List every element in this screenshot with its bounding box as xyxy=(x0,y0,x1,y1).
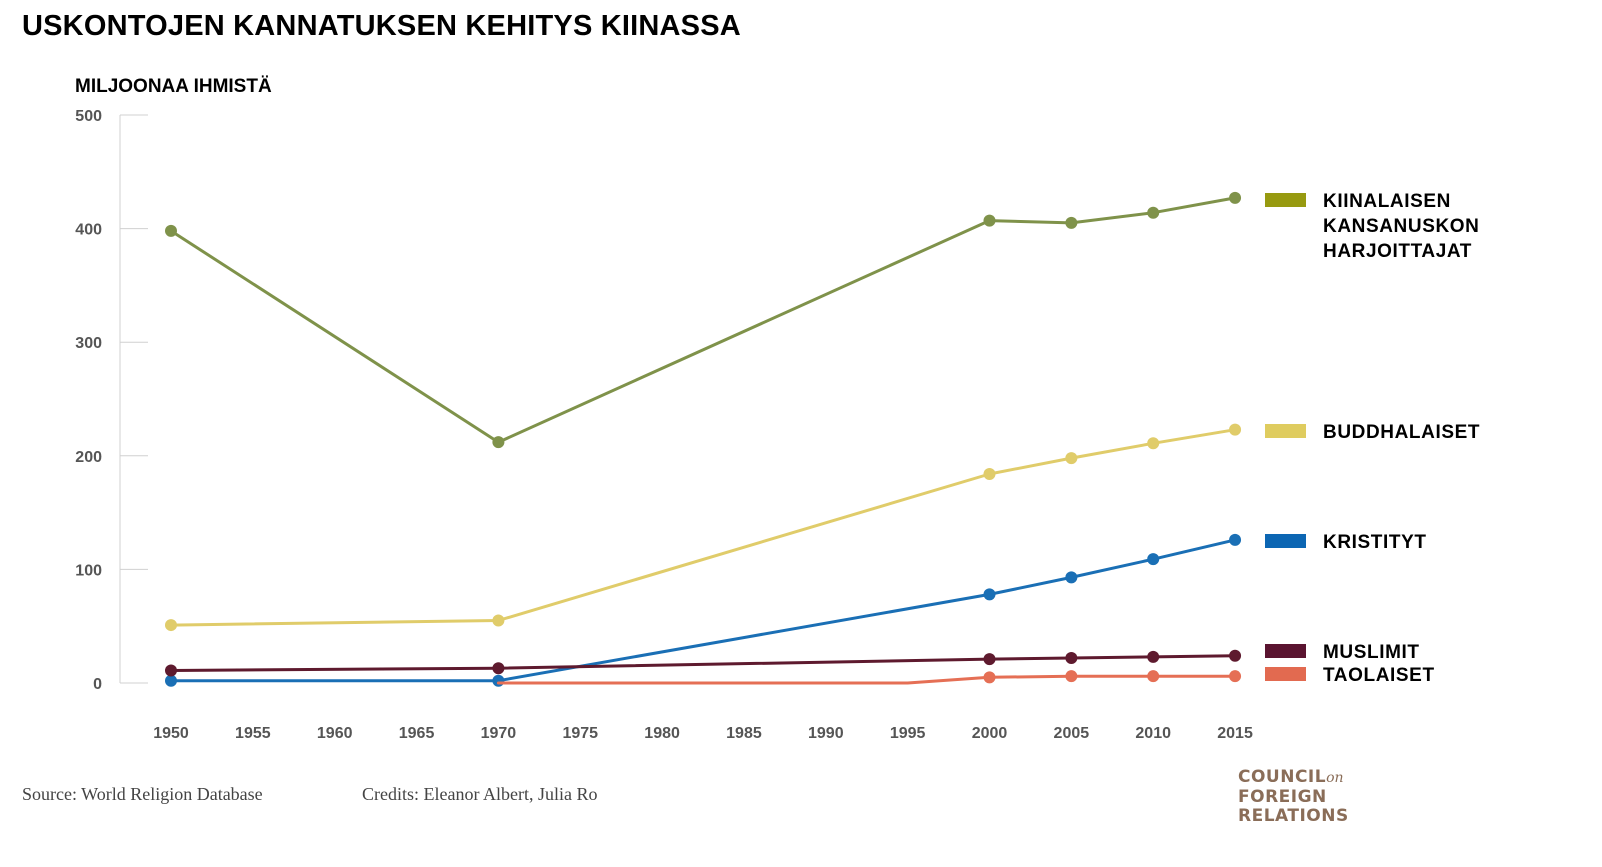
y-tick-label: 0 xyxy=(93,676,102,693)
data-point xyxy=(1147,650,1160,663)
logo-line-1: COUNCIL xyxy=(1238,767,1327,787)
x-tick-label: 1955 xyxy=(235,725,271,742)
data-point xyxy=(983,588,996,601)
legend-swatch xyxy=(1265,644,1306,658)
logo-line-2: FOREIGN xyxy=(1238,787,1327,807)
data-point xyxy=(492,674,505,687)
data-point xyxy=(492,436,505,449)
data-point xyxy=(1065,216,1078,229)
data-point xyxy=(1147,437,1160,450)
logo-line-1-suffix: on xyxy=(1326,770,1344,786)
data-point xyxy=(1065,571,1078,584)
logo-line-3: RELATIONS xyxy=(1238,806,1349,826)
x-tick-label: 2000 xyxy=(972,725,1008,742)
y-tick-label: 300 xyxy=(75,335,102,352)
legend-label: HARJOITTAJAT xyxy=(1323,241,1472,262)
legend-label: MUSLIMIT xyxy=(1323,642,1420,663)
legend-swatch xyxy=(1265,424,1306,438)
data-point xyxy=(983,671,996,684)
data-point xyxy=(983,467,996,480)
legend-label: TAOLAISET xyxy=(1323,665,1435,686)
data-point xyxy=(983,214,996,227)
x-tick-label: 2005 xyxy=(1054,725,1090,742)
legend-label: BUDDHALAISET xyxy=(1323,422,1480,443)
series-line-5 xyxy=(496,674,1237,685)
x-tick-label: 1965 xyxy=(399,725,435,742)
x-tick-label: 1950 xyxy=(153,725,189,742)
x-tick-label: 1975 xyxy=(562,725,598,742)
legend-label: KRISTITYT xyxy=(1323,532,1427,553)
data-point xyxy=(1229,191,1242,204)
data-point xyxy=(1147,206,1160,219)
data-point xyxy=(165,664,177,677)
series-line-2 xyxy=(169,428,1237,627)
series-line-1 xyxy=(169,196,1237,444)
y-tick-label: 200 xyxy=(75,449,102,466)
data-point xyxy=(1065,452,1078,465)
series-line-3 xyxy=(169,538,1237,683)
y-tick-label: 100 xyxy=(75,562,102,579)
series-line-4 xyxy=(169,654,1237,672)
x-tick-label: 1990 xyxy=(808,725,844,742)
data-point xyxy=(1147,553,1160,566)
data-point xyxy=(165,674,177,687)
legend-swatch xyxy=(1265,534,1306,548)
data-point xyxy=(492,614,505,627)
x-tick-label: 1995 xyxy=(890,725,926,742)
source-note: Source: World Religion Database xyxy=(22,784,263,804)
x-tick-label: 1970 xyxy=(481,725,517,742)
data-point xyxy=(1065,652,1078,665)
x-tick-label: 1985 xyxy=(726,725,762,742)
chart-title: USKONTOJEN KANNATUKSEN KEHITYS KIINASSA xyxy=(22,10,741,42)
credits-note: Credits: Eleanor Albert, Julia Ro xyxy=(362,784,598,804)
data-point xyxy=(1229,649,1242,662)
cfr-logo: COUNCILon FOREIGN RELATIONS xyxy=(1238,768,1349,826)
y-tick-label: 500 xyxy=(75,108,102,125)
data-point xyxy=(165,619,177,632)
data-point xyxy=(1147,670,1160,683)
data-point xyxy=(1229,533,1242,546)
x-tick-label: 2010 xyxy=(1135,725,1171,742)
data-point xyxy=(1229,670,1242,683)
data-point xyxy=(492,662,505,675)
legend-label: KANSANUSKON xyxy=(1323,216,1480,237)
x-tick-label: 1960 xyxy=(317,725,353,742)
y-tick-label: 400 xyxy=(75,222,102,239)
data-point xyxy=(1065,670,1078,683)
y-axis-unit-label: MILJOONAA IHMISTÄ xyxy=(75,76,272,97)
x-tick-label: 2015 xyxy=(1217,725,1253,742)
data-point xyxy=(1229,423,1242,436)
legend-swatch xyxy=(1265,667,1306,681)
legend-swatch xyxy=(1265,193,1306,207)
data-point xyxy=(983,653,996,666)
data-point xyxy=(165,224,177,237)
legend-label: KIINALAISEN xyxy=(1323,191,1451,212)
x-tick-label: 1980 xyxy=(644,725,680,742)
